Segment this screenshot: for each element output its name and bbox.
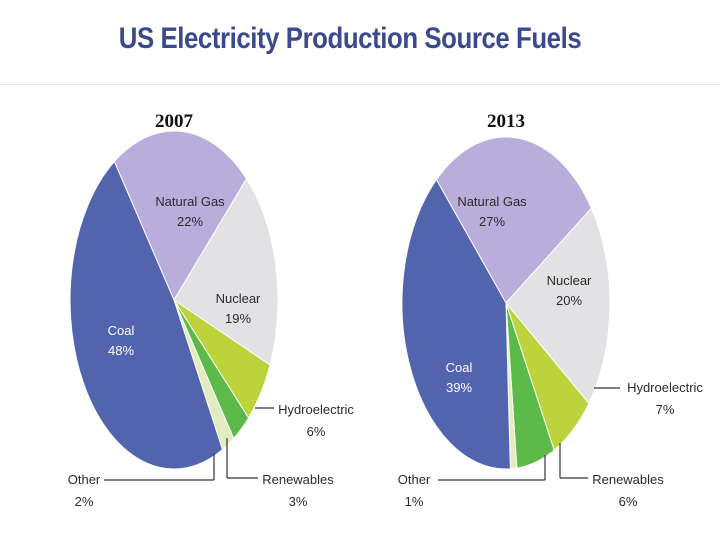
pct-renewables-2007: 3% [289, 494, 308, 509]
divider [0, 84, 720, 85]
leader-lines-2013 [438, 387, 620, 481]
pct-other-2007: 2% [75, 494, 94, 509]
label-other-2013: Other [398, 472, 431, 487]
pct-hydroelectric-2007: 6% [307, 424, 326, 439]
pie-slices-2013 [401, 136, 611, 470]
pct-coal-2007: 48% [108, 343, 134, 358]
pct-nuclear-2013: 20% [556, 293, 582, 308]
pct-natural-gas-2013: 27% [479, 214, 505, 229]
pct-other-2013: 1% [405, 494, 424, 509]
pct-natural-gas-2007: 22% [177, 214, 203, 229]
label-nuclear-2013: Nuclear [547, 273, 592, 288]
label-hydroelectric-2013: Hydroelectric [627, 380, 703, 395]
pie-labels-2013: Natural Gas 27% Nuclear 20% Coal 39% Hyd… [398, 194, 704, 509]
label-coal-2007: Coal [108, 323, 135, 338]
pct-hydroelectric-2013: 7% [656, 402, 675, 417]
slice-natural-gas-2007 [113, 130, 248, 302]
label-hydroelectric-2007: Hydroelectric [278, 402, 354, 417]
label-renewables-2007: Renewables [262, 472, 334, 487]
slice-natural-gas-2013 [435, 136, 592, 304]
pct-renewables-2013: 6% [619, 494, 638, 509]
slice-nuclear-2013 [505, 207, 611, 405]
label-renewables-2013: Renewables [592, 472, 664, 487]
pie-labels-2007: Natural Gas 22% Nuclear 19% Coal 48% Hyd… [68, 194, 355, 509]
page-title: US Electricity Production Source Fuels [118, 22, 582, 55]
pie-slices-2007 [69, 130, 279, 470]
label-natural-gas-2007: Natural Gas [155, 194, 225, 209]
pct-coal-2013: 39% [446, 380, 472, 395]
pct-nuclear-2007: 19% [225, 311, 251, 326]
label-coal-2013: Coal [446, 360, 473, 375]
slice-coal-2013 [401, 178, 511, 470]
label-nuclear-2007: Nuclear [216, 291, 261, 306]
chart-title-2007: 2007 [155, 111, 194, 132]
pie-chart-2013: 2013 Natural Gas 27% Nuclear 20% Coal 39… [398, 111, 704, 509]
slice-coal-2007 [69, 160, 224, 470]
chart-title-2013: 2013 [487, 111, 525, 132]
slice-nuclear-2007 [173, 177, 279, 366]
pie-chart-2007: 2007 Natural Gas 22% Nuclear 19% Coal 48… [68, 111, 355, 509]
label-other-2007: Other [68, 472, 101, 487]
leader-lines-2007 [104, 407, 274, 481]
label-natural-gas-2013: Natural Gas [457, 194, 527, 209]
